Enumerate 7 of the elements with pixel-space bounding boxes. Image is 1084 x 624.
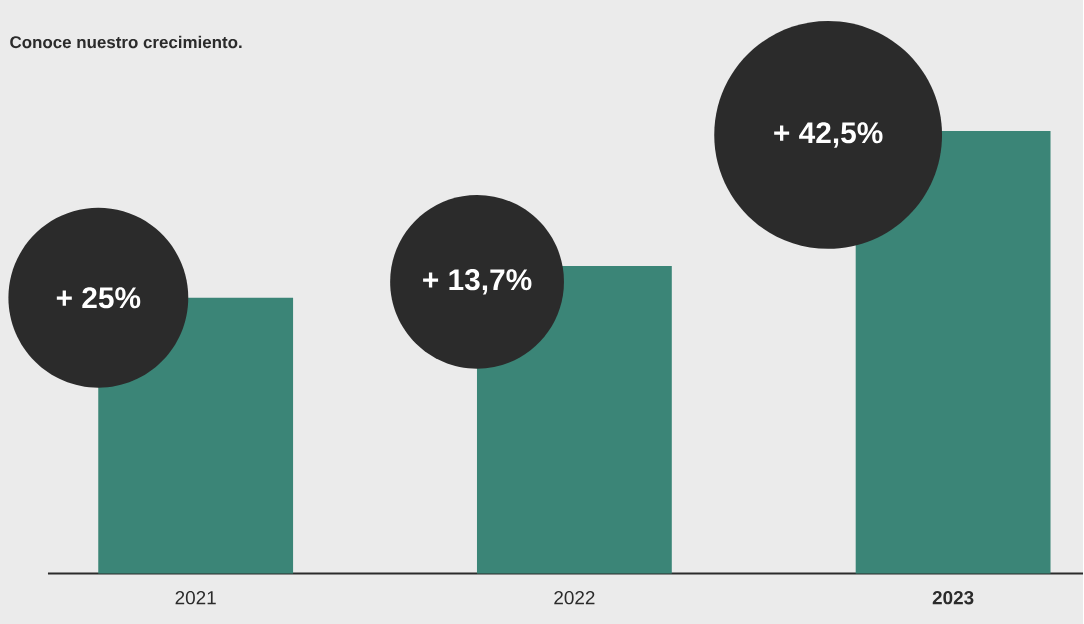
x-tick-label: 2023 bbox=[932, 590, 974, 605]
annotation: + 13,7% bbox=[423, 268, 532, 295]
annotation: + 42,5% bbox=[774, 122, 883, 148]
x-tick-label: 2022 bbox=[554, 590, 595, 605]
chart-title: Conoce nuestro crecimiento. bbox=[10, 35, 242, 48]
annotation: + 25% bbox=[56, 287, 141, 309]
x-tick-label: 2021 bbox=[175, 590, 216, 605]
